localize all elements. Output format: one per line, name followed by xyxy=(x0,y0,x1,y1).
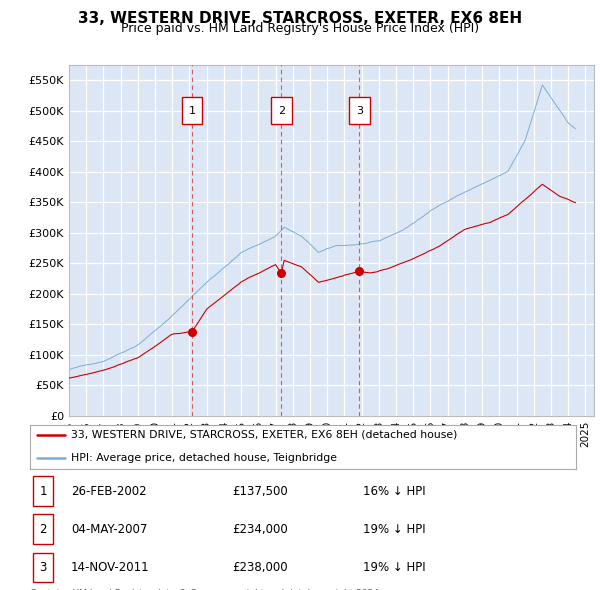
FancyBboxPatch shape xyxy=(33,476,53,506)
Text: 2: 2 xyxy=(278,106,285,116)
Text: 3: 3 xyxy=(356,106,363,116)
Text: £238,000: £238,000 xyxy=(232,561,287,574)
FancyBboxPatch shape xyxy=(271,97,292,124)
Text: 16% ↓ HPI: 16% ↓ HPI xyxy=(363,484,425,497)
Text: 26-FEB-2002: 26-FEB-2002 xyxy=(71,484,146,497)
Text: 19% ↓ HPI: 19% ↓ HPI xyxy=(363,561,425,574)
Text: 1: 1 xyxy=(40,484,47,497)
Text: £234,000: £234,000 xyxy=(232,523,288,536)
FancyBboxPatch shape xyxy=(33,552,53,582)
Text: 04-MAY-2007: 04-MAY-2007 xyxy=(71,523,148,536)
Text: 3: 3 xyxy=(40,561,47,574)
Text: Price paid vs. HM Land Registry's House Price Index (HPI): Price paid vs. HM Land Registry's House … xyxy=(121,22,479,35)
Text: Contains HM Land Registry data © Crown copyright and database right 2024.
This d: Contains HM Land Registry data © Crown c… xyxy=(30,589,382,590)
FancyBboxPatch shape xyxy=(349,97,370,124)
FancyBboxPatch shape xyxy=(182,97,202,124)
Text: £137,500: £137,500 xyxy=(232,484,288,497)
Text: HPI: Average price, detached house, Teignbridge: HPI: Average price, detached house, Teig… xyxy=(71,453,337,463)
Text: 1: 1 xyxy=(188,106,196,116)
Text: 19% ↓ HPI: 19% ↓ HPI xyxy=(363,523,425,536)
Text: 14-NOV-2011: 14-NOV-2011 xyxy=(71,561,149,574)
Text: 33, WESTERN DRIVE, STARCROSS, EXETER, EX6 8EH (detached house): 33, WESTERN DRIVE, STARCROSS, EXETER, EX… xyxy=(71,430,457,440)
FancyBboxPatch shape xyxy=(33,514,53,544)
Text: 2: 2 xyxy=(40,523,47,536)
Text: 33, WESTERN DRIVE, STARCROSS, EXETER, EX6 8EH: 33, WESTERN DRIVE, STARCROSS, EXETER, EX… xyxy=(78,11,522,25)
